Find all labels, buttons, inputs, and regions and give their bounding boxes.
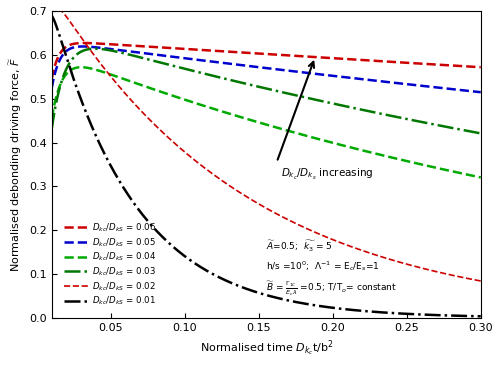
X-axis label: Normalised time $D_{k_c}$t/b$^2$: Normalised time $D_{k_c}$t/b$^2$: [200, 338, 333, 358]
Y-axis label: Normalised debonding driving force, $\widetilde{F}$: Normalised debonding driving force, $\wi…: [7, 57, 24, 272]
Text: $\widetilde{A}$=0.5;  $\widetilde{k_3}$ = 5
h/s =10$^0$;  $\Lambda^{-1}$ = E$_c$: $\widetilde{A}$=0.5; $\widetilde{k_3}$ =…: [266, 239, 398, 297]
Legend: $D_{kc}/D_{kS}$ = 0.06, $D_{kc}/D_{kS}$ = 0.05, $D_{kc}/D_{kS}$ = 0.04, $D_{kc}/: $D_{kc}/D_{kS}$ = 0.06, $D_{kc}/D_{kS}$ …: [60, 218, 160, 311]
Text: $D_{k_c}/D_{k_s}$ increasing: $D_{k_c}/D_{k_s}$ increasing: [281, 167, 374, 182]
